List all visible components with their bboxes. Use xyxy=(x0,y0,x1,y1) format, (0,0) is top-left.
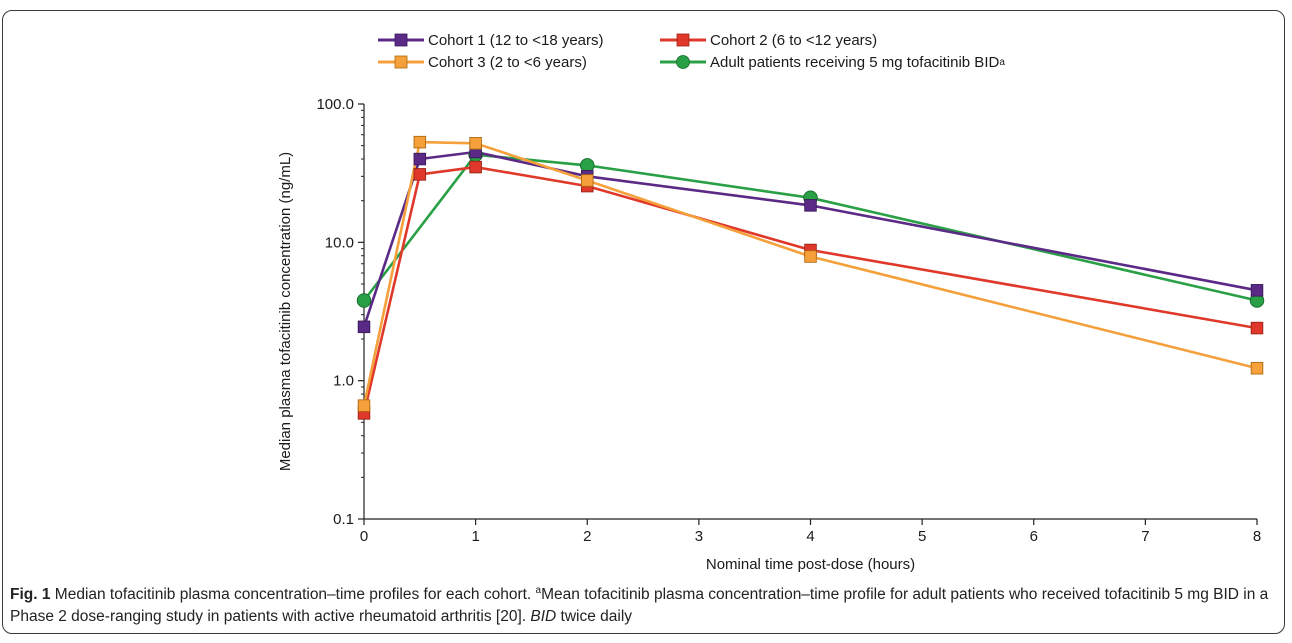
series-3-line xyxy=(362,140,1258,406)
figure-caption: Fig. 1 Median tofacitinib plasma concent… xyxy=(10,580,1275,628)
legend-marker-cohort-1 xyxy=(378,33,424,47)
series-1-point xyxy=(357,320,371,334)
x-tick-label: 7 xyxy=(1141,528,1149,545)
caption-text-2: Mean tofacitinib plasma concentration–ti… xyxy=(10,586,1269,626)
legend-item-cohort-1: Cohort 1 (12 to <18 years) xyxy=(378,30,604,50)
legend-label-adult-superscript: a xyxy=(999,56,1005,68)
legend-marker-cohort-2 xyxy=(660,33,706,47)
series-3-point xyxy=(804,250,817,263)
x-tick-label: 8 xyxy=(1253,528,1261,545)
y-tick-label: 10.0 xyxy=(325,234,354,251)
x-tick-label: 5 xyxy=(918,528,926,545)
legend-label-cohort-3: Cohort 3 (2 to <6 years) xyxy=(428,53,587,71)
series-2-point xyxy=(413,168,427,181)
y-tick-label: 100.0 xyxy=(316,96,354,113)
legend-label-cohort-2: Cohort 2 (6 to <12 years) xyxy=(710,31,878,49)
series-4-line xyxy=(362,153,1258,302)
legend-item-adult: Adult patients receiving 5 mg tofacitini… xyxy=(660,52,1005,72)
x-tick-label: 1 xyxy=(471,528,479,545)
series-3-point xyxy=(413,135,427,149)
series-2-line xyxy=(362,165,1258,414)
series-2-point xyxy=(1250,321,1264,335)
caption-text-3: twice daily xyxy=(556,608,633,626)
legend-item-cohort-2: Cohort 2 (6 to <12 years) xyxy=(660,30,877,50)
chart-legend: Cohort 1 (12 to <18 years) Cohort 2 (6 t… xyxy=(378,30,1005,74)
series-3-point xyxy=(357,399,371,412)
series-3-point xyxy=(581,174,594,187)
figure-frame xyxy=(2,10,1285,634)
x-tick-label: 3 xyxy=(695,528,703,545)
legend-marker-adult xyxy=(660,55,706,69)
legend-marker-cohort-3 xyxy=(378,55,424,69)
series-4-point xyxy=(356,293,372,308)
x-tick-label: 0 xyxy=(360,528,368,545)
caption-abbreviation: BID xyxy=(530,608,557,626)
x-tick-label: 4 xyxy=(806,528,814,545)
caption-text-1: Median tofacitinib plasma concentration–… xyxy=(50,586,536,604)
series-1-line xyxy=(362,150,1258,328)
y-tick-label: 0.1 xyxy=(333,511,354,528)
series-3-point xyxy=(469,137,482,150)
caption-superscript: a xyxy=(535,585,542,596)
series-1-point xyxy=(1250,284,1264,297)
series-1-point xyxy=(413,152,427,166)
series-1-point xyxy=(804,199,817,212)
legend-label-cohort-1: Cohort 1 (12 to <18 years) xyxy=(428,31,604,49)
series-3-point xyxy=(1250,361,1264,375)
series-2-point xyxy=(469,160,482,174)
x-tick-label: 6 xyxy=(1030,528,1038,545)
y-axis-label: Median plasma tofacitinib concentration … xyxy=(277,152,294,471)
caption-figure-label: Fig. 1 xyxy=(10,586,51,604)
legend-label-adult: Adult patients receiving 5 mg tofacitini… xyxy=(710,53,1000,71)
legend-item-cohort-3: Cohort 3 (2 to <6 years) xyxy=(378,52,587,72)
x-axis-label: Nominal time post-dose (hours) xyxy=(706,556,915,573)
y-tick-label: 1.0 xyxy=(333,373,354,390)
x-tick-label: 2 xyxy=(583,528,591,545)
